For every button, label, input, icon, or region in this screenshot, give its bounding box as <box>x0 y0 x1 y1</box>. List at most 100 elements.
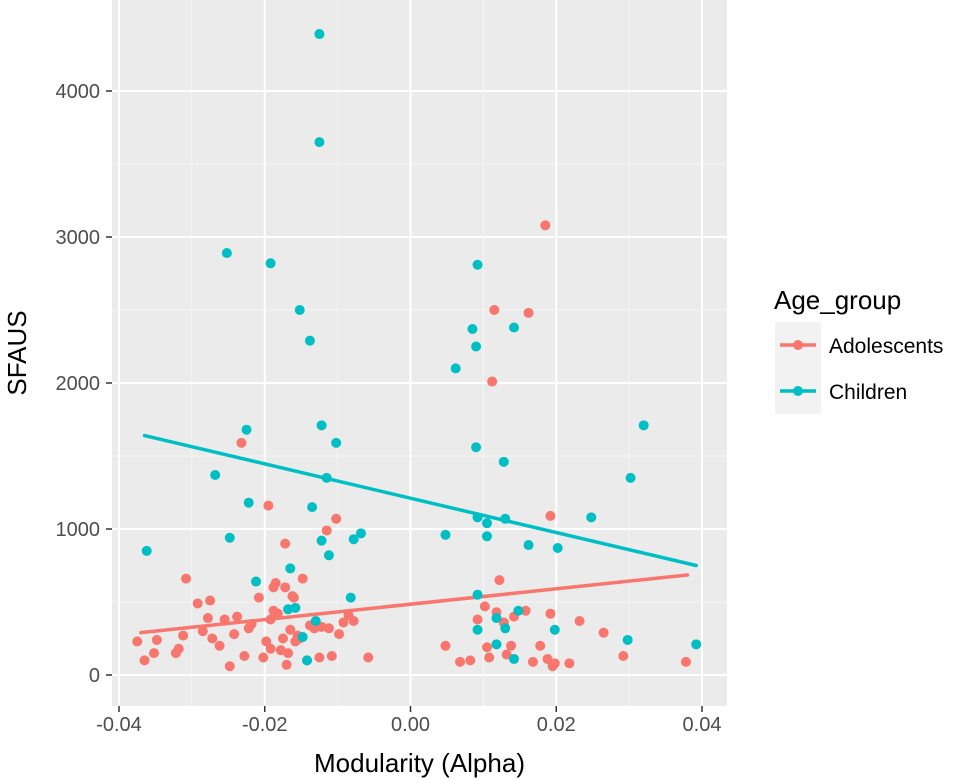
point-children <box>638 420 649 431</box>
point-adolescents <box>487 376 498 387</box>
point-children <box>691 639 702 650</box>
point-children <box>472 589 483 600</box>
point-adolescents <box>338 617 349 628</box>
point-adolescents <box>564 658 575 669</box>
x-tick-label: -0.04 <box>96 714 142 736</box>
point-adolescents <box>484 652 495 663</box>
point-adolescents <box>270 578 281 589</box>
point-adolescents <box>535 640 546 651</box>
point-adolescents <box>479 601 490 612</box>
point-adolescents <box>283 648 294 659</box>
point-children <box>471 442 482 453</box>
point-adolescents <box>280 538 291 549</box>
point-adolescents <box>323 623 334 634</box>
legend-title: Age_group <box>774 285 901 315</box>
point-adolescents <box>277 633 288 644</box>
point-children <box>508 322 519 333</box>
point-children <box>307 502 318 513</box>
x-tick-label: 0.00 <box>391 714 430 736</box>
point-children <box>348 534 359 545</box>
point-adolescents <box>542 653 553 664</box>
point-adolescents <box>363 652 374 663</box>
point-adolescents <box>489 305 500 315</box>
point-children <box>321 472 332 483</box>
point-children <box>472 259 483 270</box>
point-adolescents <box>598 627 609 638</box>
point-adolescents <box>151 634 162 645</box>
point-adolescents <box>272 608 283 619</box>
trend-lines <box>139 433 698 635</box>
point-children <box>549 624 560 635</box>
point-adolescents <box>549 658 560 669</box>
point-adolescents <box>281 659 292 670</box>
point-adolescents <box>219 614 230 625</box>
y-tick-label: 1000 <box>56 519 101 541</box>
point-adolescents <box>236 437 247 448</box>
point-children <box>224 532 235 543</box>
point-children <box>304 335 315 346</box>
point-adolescents <box>545 608 556 619</box>
y-axis-title: SFAUS <box>2 310 32 395</box>
point-children <box>290 602 301 613</box>
point-adolescents <box>258 652 269 663</box>
point-children <box>294 305 305 315</box>
point-adolescents <box>494 575 505 586</box>
point-children <box>500 513 511 524</box>
point-children <box>314 137 325 148</box>
point-adolescents <box>280 582 291 593</box>
point-adolescents <box>465 655 476 666</box>
point-adolescents <box>321 525 332 536</box>
point-adolescents <box>207 633 218 644</box>
point-children <box>323 550 334 561</box>
x-tick-label: -0.02 <box>242 714 288 736</box>
point-adolescents <box>263 500 274 511</box>
point-adolescents <box>214 640 225 651</box>
point-children <box>472 624 483 635</box>
point-adolescents <box>527 656 538 667</box>
point-children <box>482 531 493 542</box>
point-adolescents <box>540 220 551 231</box>
point-adolescents <box>192 598 203 609</box>
point-children <box>297 632 308 643</box>
point-children <box>221 248 232 259</box>
point-children <box>508 653 519 664</box>
point-children <box>440 529 451 540</box>
trend-line-children <box>142 433 698 568</box>
point-children <box>513 605 524 616</box>
point-children <box>241 424 252 435</box>
legend-label-children: Children <box>829 381 907 404</box>
point-adolescents <box>265 643 276 654</box>
point-adolescents <box>261 636 272 647</box>
point-adolescents <box>545 510 556 521</box>
point-adolescents <box>501 649 512 660</box>
legend-key-point <box>793 340 803 350</box>
x-axis-title: Modularity (Alpha) <box>314 748 525 778</box>
point-children <box>345 592 356 603</box>
point-children <box>523 540 534 551</box>
point-adolescents <box>297 573 308 584</box>
point-children <box>622 634 633 645</box>
legend: Age_group Adolescents Children <box>774 285 943 414</box>
point-adolescents <box>482 642 493 653</box>
data-points <box>132 29 702 672</box>
legend-key-point <box>793 386 803 396</box>
major-gridlines <box>112 0 727 706</box>
point-children <box>500 623 511 634</box>
point-adolescents <box>574 615 585 626</box>
point-adolescents <box>202 613 213 624</box>
point-children <box>471 341 482 352</box>
point-children <box>491 613 502 624</box>
point-adolescents <box>314 652 325 663</box>
point-adolescents <box>178 630 189 641</box>
point-children <box>467 323 478 334</box>
x-axis: -0.04 -0.02 0.00 0.02 0.04 <box>96 706 721 736</box>
point-adolescents <box>348 615 359 626</box>
point-children <box>243 497 254 508</box>
point-adolescents <box>455 656 466 667</box>
y-tick-label: 3000 <box>56 227 101 249</box>
point-adolescents <box>132 636 143 647</box>
x-tick-label: 0.02 <box>537 714 576 736</box>
point-children <box>314 29 325 40</box>
point-adolescents <box>523 307 534 318</box>
